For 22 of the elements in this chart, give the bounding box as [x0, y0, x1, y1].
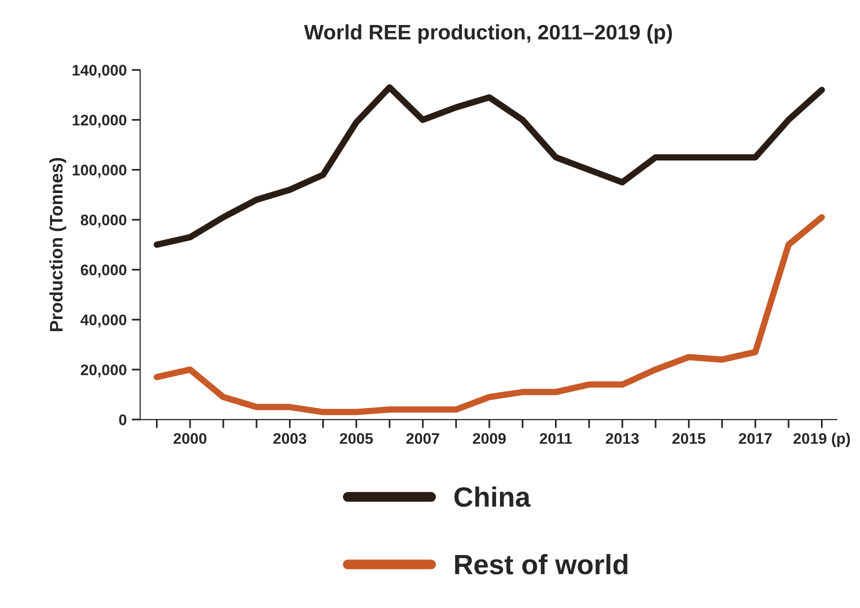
y-tick-label: 140,000: [72, 64, 126, 78]
chart-title: World REE production, 2011–2019 (p): [304, 24, 672, 44]
y-tick-label: 100,000: [72, 164, 126, 178]
y-tick-label: 40,000: [80, 314, 126, 328]
legend-label: China: [454, 486, 531, 507]
x-tick-label: 2019 (p): [793, 432, 850, 447]
x-tick-label: 2000: [174, 433, 206, 444]
y-tick-label: 120,000: [72, 114, 126, 128]
x-tick-label: 2009: [472, 433, 506, 444]
y-tick-label: 20,000: [80, 364, 126, 378]
x-tick-label: 2015: [672, 433, 706, 444]
x-tick-label: 2011: [540, 433, 572, 444]
x-tick-label: 2005: [340, 433, 373, 444]
x-tick-label: 2013: [606, 433, 639, 444]
y-tick-label: 60,000: [80, 264, 126, 278]
y-tick-label: 80,000: [80, 214, 126, 228]
y-tick-label: 0: [119, 414, 126, 426]
x-tick-label: 2017: [738, 433, 772, 444]
x-tick-label: 2007: [406, 433, 440, 444]
y-axis-title: Production (Tonnes): [49, 158, 66, 332]
legend-label: Rest of world: [455, 554, 628, 574]
x-tick-label: 2003: [273, 433, 306, 444]
